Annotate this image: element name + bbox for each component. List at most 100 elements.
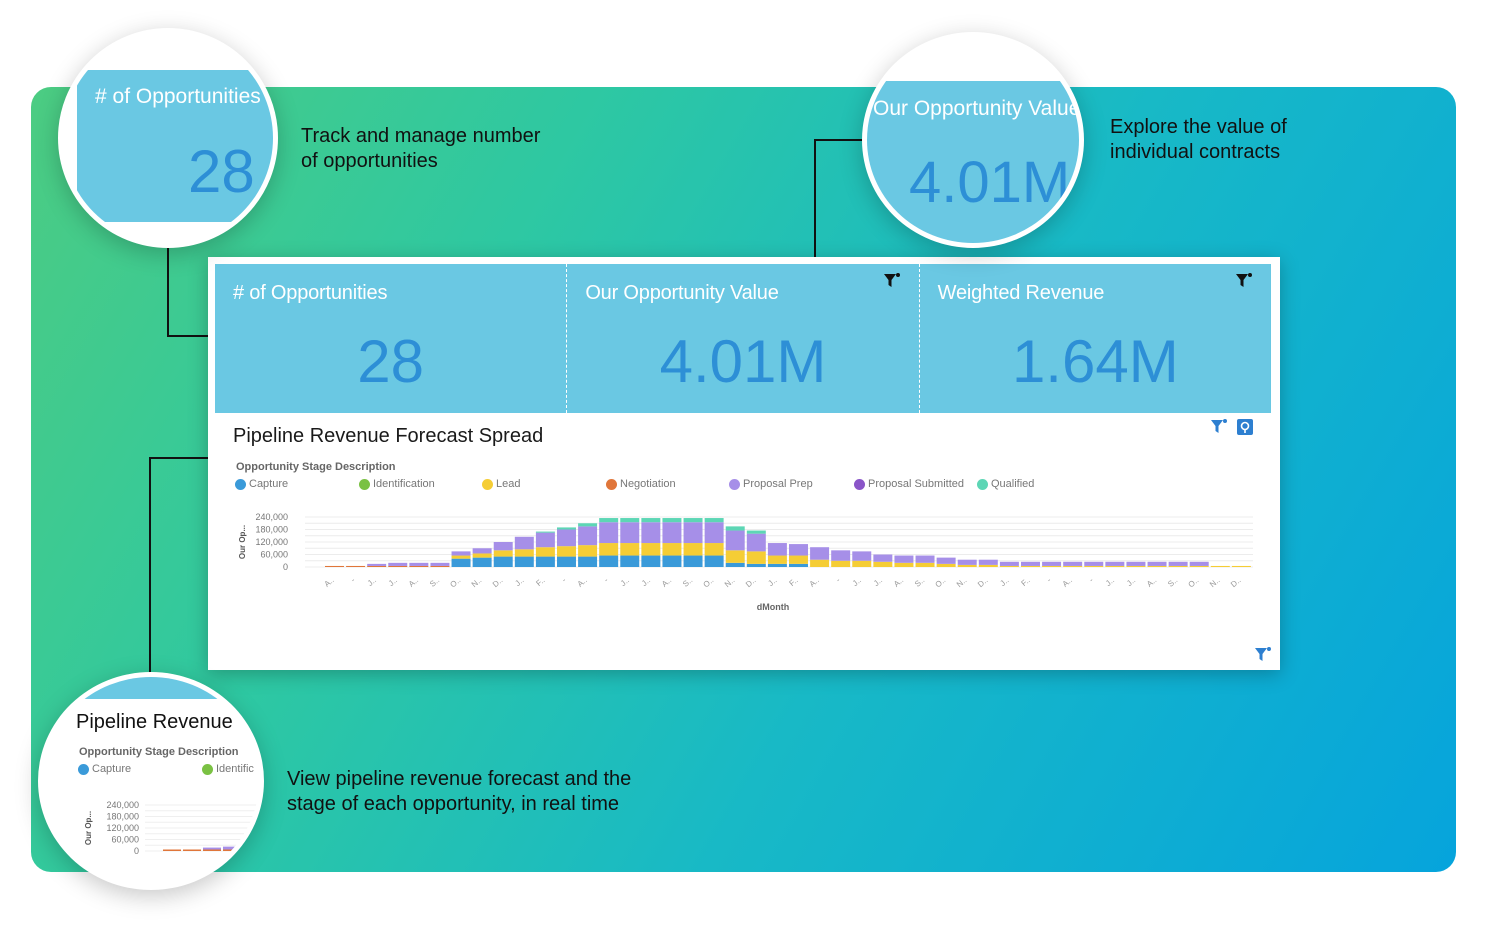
bar-segment[interactable] (1105, 565, 1125, 567)
legend-item-proposal-submitted[interactable]: Proposal Submitted (854, 478, 964, 490)
bar-segment[interactable] (1147, 561, 1167, 566)
bar-segment[interactable] (557, 546, 576, 557)
bar-segment[interactable] (746, 530, 766, 534)
bar-segment[interactable] (514, 536, 534, 550)
bar-segment[interactable] (767, 563, 787, 567)
bar-segment[interactable] (514, 556, 534, 567)
kpi-weighted-revenue[interactable]: Weighted Revenue 1.64M (918, 264, 1271, 413)
funnel-icon[interactable] (883, 272, 901, 290)
bar-segment[interactable] (367, 563, 387, 566)
settings-icon[interactable] (1236, 418, 1254, 436)
bar-segment[interactable] (1063, 561, 1083, 566)
bar-segment[interactable] (915, 562, 935, 567)
funnel-icon[interactable] (1235, 272, 1253, 290)
bar-segment[interactable] (1126, 565, 1146, 567)
bar-segment[interactable] (999, 561, 1019, 566)
bar-segment[interactable] (1021, 561, 1040, 566)
bar-segment[interactable] (346, 565, 366, 567)
bar-segment[interactable] (1042, 565, 1062, 567)
bar-segment[interactable] (683, 543, 703, 556)
bar-segment[interactable] (683, 555, 703, 567)
legend-item-negotiation[interactable]: Negotiation (606, 478, 676, 490)
bar-segment[interactable] (535, 547, 555, 557)
bar-segment[interactable] (367, 565, 387, 567)
bar-segment[interactable] (683, 518, 703, 523)
bar-segment[interactable] (725, 562, 745, 567)
bar-segment[interactable] (1084, 565, 1104, 567)
bar-segment[interactable] (852, 551, 872, 561)
bar-segment[interactable] (578, 556, 598, 567)
bar-segment[interactable] (620, 543, 640, 556)
bar-segment[interactable] (493, 542, 513, 551)
legend-item-qualified[interactable]: Qualified (977, 478, 1034, 490)
bar-segment[interactable] (662, 543, 682, 556)
funnel-icon[interactable] (1210, 418, 1228, 436)
bar-segment[interactable] (620, 522, 640, 544)
bar-segment[interactable] (831, 560, 851, 567)
bar-segment[interactable] (999, 565, 1019, 567)
bar-segment[interactable] (1231, 565, 1251, 567)
bar-segment[interactable] (1105, 561, 1125, 566)
bar-segment[interactable] (1126, 561, 1146, 566)
bar-segment[interactable] (557, 556, 576, 567)
bar-segment[interactable] (767, 543, 787, 556)
bar-segment[interactable] (915, 555, 935, 563)
bar-segment[interactable] (325, 565, 344, 567)
bar-segment[interactable] (620, 518, 640, 523)
bar-segment[interactable] (599, 518, 619, 523)
bar-segment[interactable] (1021, 565, 1040, 567)
bar-segment[interactable] (1189, 561, 1209, 566)
bar-segment[interactable] (620, 555, 640, 567)
bar-segment[interactable] (746, 551, 766, 564)
bar-segment[interactable] (662, 518, 682, 523)
kpi-opportunity-value[interactable]: Our Opportunity Value 4.01M (566, 264, 919, 413)
bar-segment[interactable] (599, 543, 619, 556)
bar-segment[interactable] (493, 556, 513, 567)
bar-segment[interactable] (409, 565, 429, 567)
bar-segment[interactable] (810, 547, 830, 560)
bar-segment[interactable] (1084, 561, 1104, 566)
bar-segment[interactable] (746, 563, 766, 567)
bar-segment[interactable] (535, 556, 555, 567)
bar-segment[interactable] (810, 559, 830, 567)
bar-segment[interactable] (472, 553, 492, 558)
bar-segment[interactable] (704, 543, 724, 556)
bar-segment[interactable] (683, 522, 703, 544)
bar-segment[interactable] (388, 562, 408, 566)
bar-segment[interactable] (936, 557, 956, 564)
bar-segment[interactable] (514, 549, 534, 557)
bar-segment[interactable] (641, 522, 661, 544)
legend-item-lead[interactable]: Lead (482, 478, 520, 490)
bar-segment[interactable] (451, 558, 471, 567)
bar-segment[interactable] (388, 565, 408, 567)
bar-segment[interactable] (472, 548, 492, 554)
bar-segment[interactable] (978, 559, 998, 565)
bar-segment[interactable] (1042, 561, 1062, 566)
bar-segment[interactable] (957, 564, 977, 567)
bar-segment[interactable] (641, 555, 661, 567)
bar-segment[interactable] (789, 563, 808, 567)
bar-segment[interactable] (451, 551, 471, 556)
bar-segment[interactable] (557, 529, 576, 547)
bar-segment[interactable] (662, 555, 682, 567)
bar-segment[interactable] (535, 531, 555, 533)
bar-segment[interactable] (704, 522, 724, 544)
bar-segment[interactable] (725, 530, 745, 551)
bar-segment[interactable] (725, 526, 745, 531)
bar-segment[interactable] (1189, 565, 1209, 567)
bar-segment[interactable] (662, 522, 682, 544)
bar-segment[interactable] (493, 550, 513, 557)
bar-segment[interactable] (599, 555, 619, 567)
bar-segment[interactable] (789, 544, 808, 556)
funnel-icon[interactable] (1254, 646, 1272, 664)
bar-segment[interactable] (1063, 565, 1083, 567)
bar-segment[interactable] (746, 533, 766, 552)
bar-segment[interactable] (704, 555, 724, 567)
kpi-opportunities[interactable]: # of Opportunities 28 (215, 264, 567, 413)
legend-item-proposal-prep[interactable]: Proposal Prep (729, 478, 813, 490)
bar-segment[interactable] (831, 550, 851, 561)
bar-segment[interactable] (1168, 565, 1188, 567)
bar-segment[interactable] (873, 561, 893, 567)
bar-segment[interactable] (451, 555, 471, 559)
bar-segment[interactable] (430, 565, 450, 567)
